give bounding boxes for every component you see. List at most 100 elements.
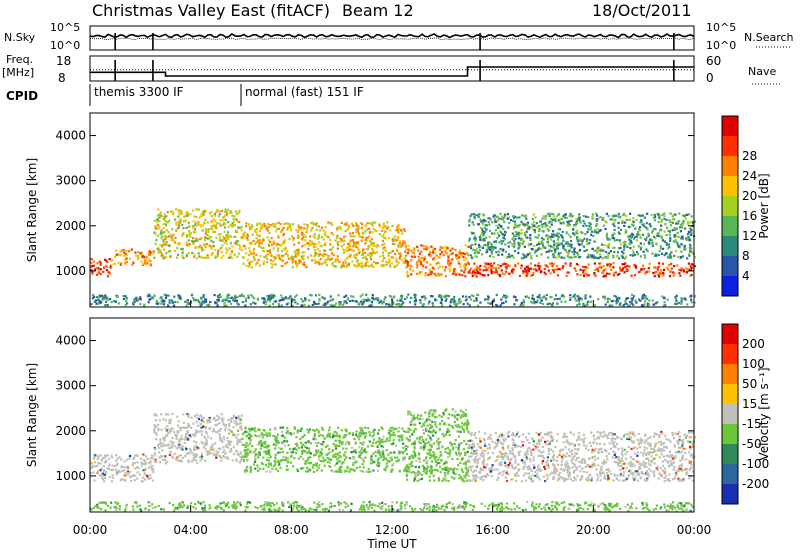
cell-r1-346 — [227, 423, 230, 426]
cell-r2-369 — [225, 247, 228, 250]
cell-r3-440 — [265, 261, 268, 264]
cell-r2-522 — [286, 451, 289, 454]
cell-r2-355 — [198, 246, 201, 249]
cell-r2-697 — [301, 452, 304, 455]
cell-r2-411 — [161, 253, 164, 256]
cell-r6-45 — [628, 225, 632, 229]
cell-r0-14 — [96, 457, 99, 460]
cell-r2-408 — [164, 219, 167, 222]
cell-r0-62 — [107, 457, 111, 460]
cell-r1-426 — [211, 446, 214, 449]
cell-r6-851 — [497, 217, 500, 220]
cell-r7-458 — [536, 295, 539, 299]
cell-r2-200 — [321, 428, 325, 431]
cell-r2-499 — [378, 462, 381, 465]
cell-r6-90 — [654, 237, 657, 240]
cell-r2-134 — [195, 237, 198, 240]
beam-title: Beam 12 — [342, 1, 414, 20]
cell-r1-404 — [181, 448, 184, 451]
cell-r3-124 — [255, 241, 258, 244]
cell-r2-393 — [197, 252, 200, 255]
colorbar-swatch-5 — [722, 176, 738, 197]
cell-r7-392 — [264, 303, 267, 306]
cell-r6-236 — [473, 217, 476, 220]
cell-r6-608 — [651, 229, 654, 233]
cell-r2-327 — [178, 209, 182, 212]
cell-r7-416 — [641, 296, 644, 299]
cell-r2-292 — [220, 256, 223, 259]
cell-r2-401 — [168, 235, 171, 238]
cell-r7-248 — [618, 297, 621, 300]
cell-r3-125 — [281, 229, 284, 232]
cell-r1-38 — [116, 253, 119, 256]
cell-r5-259 — [537, 264, 540, 267]
cell-r7-161 — [106, 296, 109, 299]
cell-r3-427 — [315, 252, 318, 255]
cell-r1-163 — [186, 452, 189, 455]
cell-r1-414 — [232, 446, 235, 449]
cell-r1-143 — [240, 428, 243, 431]
cell-r2-720 — [283, 444, 286, 447]
cell-r6-300 — [533, 231, 536, 234]
cell-r5-124 — [500, 269, 503, 272]
cell-r2-194 — [165, 255, 168, 258]
cell-r7-292 — [615, 302, 618, 305]
cell-r6-773 — [690, 247, 693, 250]
cell-r3-412 — [246, 238, 249, 241]
cell-r6-723 — [574, 255, 577, 258]
cell-r6-42 — [624, 229, 627, 232]
cell-r1-3 — [123, 254, 126, 257]
cell-r2-57 — [182, 220, 186, 223]
cell-r2-160 — [223, 241, 226, 244]
cell-r0-161 — [148, 462, 151, 465]
cell-r7-37 — [614, 299, 617, 302]
cell-r2-404 — [348, 432, 351, 435]
cell-r2-516 — [335, 432, 338, 435]
cell-r2-161 — [393, 456, 397, 459]
cell-r2-546 — [345, 430, 348, 433]
cell-r0-96 — [103, 480, 106, 483]
cell-r3-599 — [334, 239, 337, 242]
cell-r3-314 — [325, 264, 328, 267]
cell-r7-263 — [185, 304, 188, 307]
cell-r2-4 — [197, 223, 200, 226]
cell-r3-619 — [349, 239, 352, 242]
cell-r0-152 — [103, 461, 106, 464]
cell-r6-100 — [577, 217, 580, 220]
cell-r2-703 — [245, 434, 248, 437]
cell-r3-664 — [366, 236, 369, 239]
cell-r6-918 — [661, 239, 664, 242]
cell-r3-342 — [245, 225, 248, 228]
cell-r2-448 — [276, 469, 280, 473]
cell-r7-327 — [593, 304, 596, 307]
cell-r2-168 — [385, 449, 388, 452]
cell-r7-358 — [538, 295, 541, 298]
cell-r6-237 — [526, 221, 529, 224]
cell-r6-923 — [471, 232, 474, 235]
cell-r0-158 — [149, 460, 152, 463]
cell-r6-476 — [567, 233, 571, 236]
cell-r2-207 — [279, 451, 282, 454]
cell-r1-158 — [195, 429, 198, 432]
cell-r6-990 — [582, 224, 585, 228]
cell-r2-307 — [164, 235, 167, 238]
cell-r2-154 — [383, 468, 386, 471]
cell-r2-310 — [395, 444, 398, 447]
cell-r2-305 — [214, 248, 217, 251]
cell-r2-85 — [192, 237, 195, 240]
cell-r2-557 — [269, 428, 272, 431]
cell-r0-119 — [115, 463, 119, 467]
cell-r7-476 — [397, 303, 400, 306]
cell-r6-662 — [669, 220, 672, 224]
cell-r5-155 — [659, 272, 662, 275]
cell-r6-510 — [526, 223, 529, 226]
cell-r4-178 — [431, 246, 435, 249]
cell-r0-17 — [122, 466, 125, 469]
cell-r2-613 — [333, 430, 336, 433]
cell-r3-661 — [288, 237, 291, 241]
cell-r6-740 — [530, 257, 533, 260]
cell-r1-76 — [178, 426, 182, 429]
cell-r0-138 — [126, 470, 129, 473]
cell-r2-422 — [222, 239, 225, 242]
cell-r3-37 — [330, 232, 333, 235]
